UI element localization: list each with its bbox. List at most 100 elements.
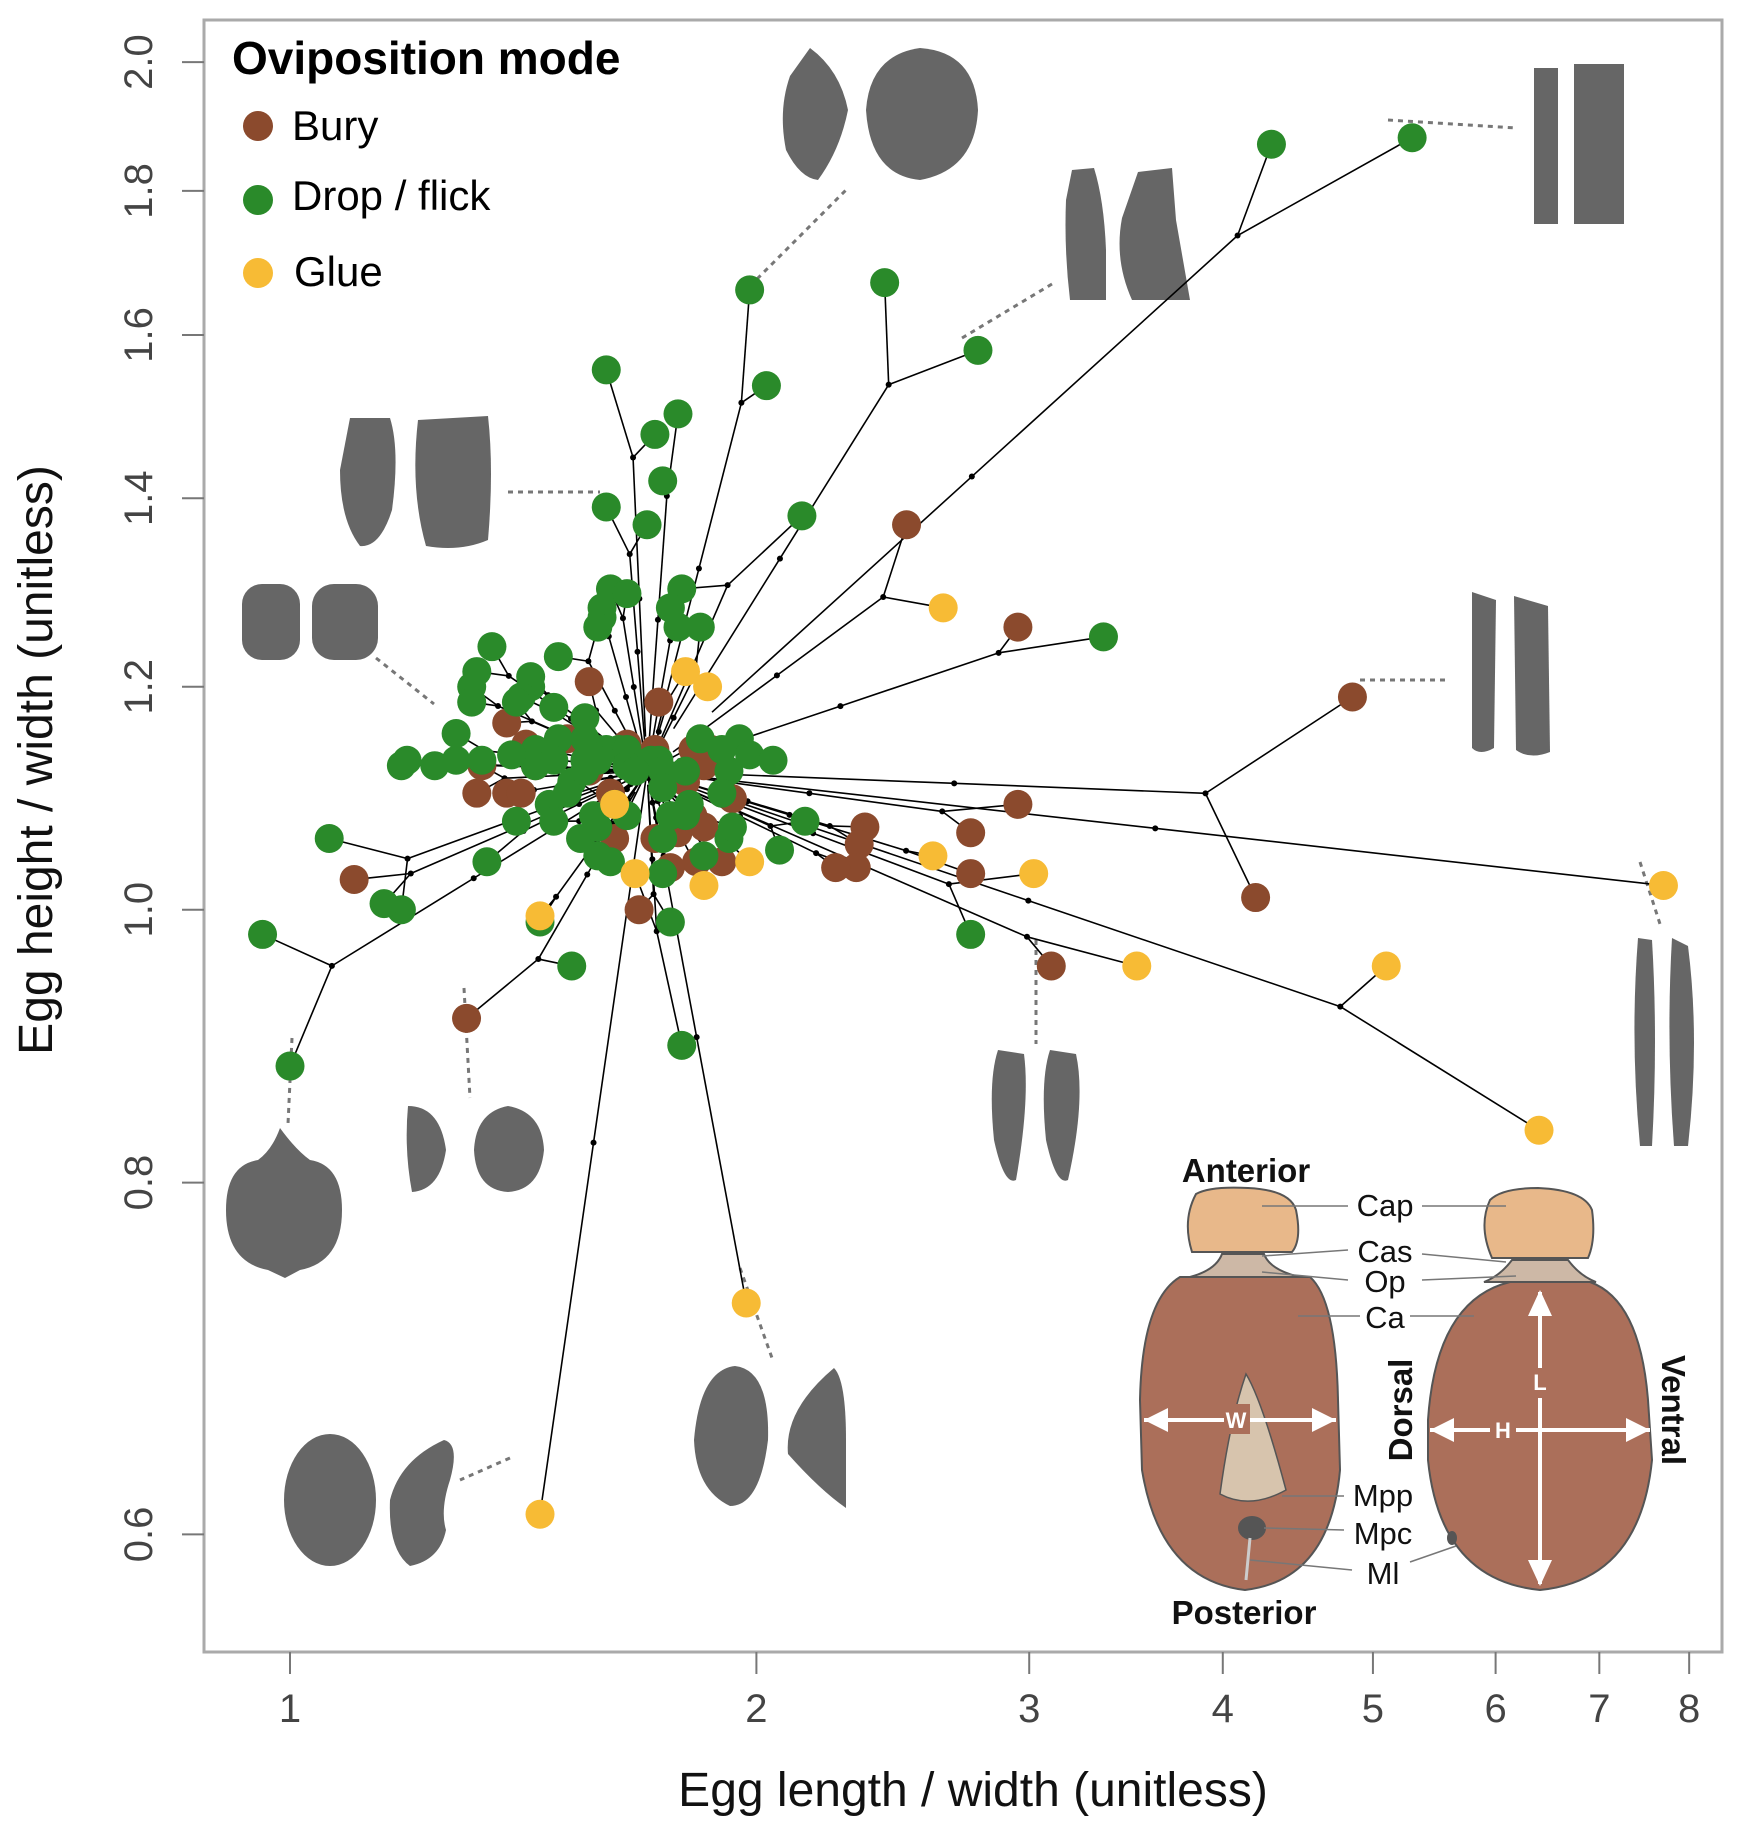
tree-branch <box>1340 1007 1539 1131</box>
data-point <box>735 847 764 876</box>
data-point <box>583 613 612 642</box>
data-point <box>765 836 794 865</box>
y-axis: 0.60.81.01.21.41.61.82.0 <box>117 34 204 1562</box>
tree-node <box>903 848 909 854</box>
data-point <box>497 740 526 769</box>
tree-node <box>969 474 975 480</box>
data-point <box>929 593 958 622</box>
tree-node <box>774 672 780 678</box>
y-tick-label: 1.8 <box>117 163 161 219</box>
leader-lines <box>288 120 1660 1480</box>
label-cap: Cap <box>1357 1188 1414 1223</box>
tree-branch <box>649 620 658 741</box>
tree-node <box>471 875 477 881</box>
data-point <box>791 807 820 836</box>
tree-branch <box>777 597 883 675</box>
y-tick-label: 2.0 <box>117 34 161 90</box>
egg-silhouette <box>284 1434 376 1566</box>
tree-node <box>623 694 629 700</box>
tree-branch <box>728 516 802 585</box>
label-dorsal: Dorsal <box>1382 1359 1419 1462</box>
egg-silhouette <box>992 1050 1026 1181</box>
data-point <box>648 466 677 495</box>
tree-branch <box>609 636 626 697</box>
x-tick-label: 8 <box>1678 1687 1700 1731</box>
data-point <box>671 757 700 786</box>
tree-branch <box>540 1143 594 1515</box>
tree-node <box>630 454 636 460</box>
data-point <box>393 746 422 775</box>
tree-node <box>495 703 501 709</box>
data-point <box>656 908 685 937</box>
tree-node <box>405 856 411 862</box>
tree-node <box>1235 233 1241 239</box>
egg-silhouette <box>1574 64 1624 224</box>
tree-node <box>725 582 731 588</box>
legend-label-bury: Bury <box>292 102 378 149</box>
egg-silhouette <box>407 1106 446 1192</box>
tree-node <box>768 823 774 829</box>
egg-silhouette <box>694 1366 768 1506</box>
y-tick-label: 1.2 <box>117 659 161 715</box>
egg-silhouette <box>1634 938 1655 1146</box>
data-point <box>956 818 985 847</box>
egg-silhouette <box>1534 68 1558 224</box>
data-point <box>557 952 586 981</box>
data-point <box>467 746 496 775</box>
data-point <box>1089 622 1118 651</box>
tree-node <box>585 658 591 664</box>
tree-node <box>612 708 618 714</box>
data-point <box>1338 682 1367 711</box>
tree-node <box>671 715 677 721</box>
data-point <box>1649 871 1678 900</box>
data-point <box>612 579 641 608</box>
egg-silhouette <box>226 1128 342 1278</box>
data-point <box>544 642 573 671</box>
x-tick-label: 4 <box>1212 1687 1234 1731</box>
tree-node <box>649 856 655 862</box>
data-point <box>472 847 501 876</box>
data-point <box>315 824 344 853</box>
tree-node <box>1025 898 1031 904</box>
data-point <box>442 719 471 748</box>
x-tick-label: 3 <box>1018 1687 1040 1731</box>
tree-node <box>620 615 626 621</box>
egg-silhouette <box>242 584 300 660</box>
tree-node <box>631 684 637 690</box>
data-point <box>718 812 747 841</box>
data-point <box>1122 952 1151 981</box>
egg-silhouette <box>1066 168 1107 300</box>
data-point <box>1372 952 1401 981</box>
data-point <box>1019 859 1048 888</box>
data-point <box>442 746 471 775</box>
l-label: L <box>1533 1370 1546 1395</box>
egg-silhouette <box>390 1440 454 1566</box>
label-mpp: Mpp <box>1353 1478 1413 1513</box>
x-axis-title: Egg length / width (unitless) <box>678 1764 1268 1817</box>
tree-node <box>951 780 957 786</box>
tree-branch <box>1155 828 1663 885</box>
egg-silhouette <box>415 416 491 548</box>
data-point <box>1003 613 1032 642</box>
left-egg-cap <box>1188 1188 1298 1252</box>
data-point <box>963 336 992 365</box>
legend-label-drop: Drop / flick <box>292 172 491 219</box>
tree-branch <box>657 931 682 1045</box>
data-point <box>526 901 555 930</box>
egg-silhouette <box>783 48 848 180</box>
tree-node <box>506 673 512 679</box>
data-point <box>507 779 536 808</box>
w-label: W <box>1226 1408 1247 1433</box>
tree-branch <box>290 966 332 1066</box>
tree-branch <box>885 283 889 385</box>
y-tick-label: 1.6 <box>117 307 161 363</box>
data-point <box>526 1500 555 1529</box>
data-point <box>600 790 629 819</box>
egg-silhouette <box>340 418 396 546</box>
tree-branch <box>840 653 998 706</box>
data-point <box>592 355 621 384</box>
y-tick-label: 1.4 <box>117 470 161 526</box>
data-point <box>759 746 788 775</box>
